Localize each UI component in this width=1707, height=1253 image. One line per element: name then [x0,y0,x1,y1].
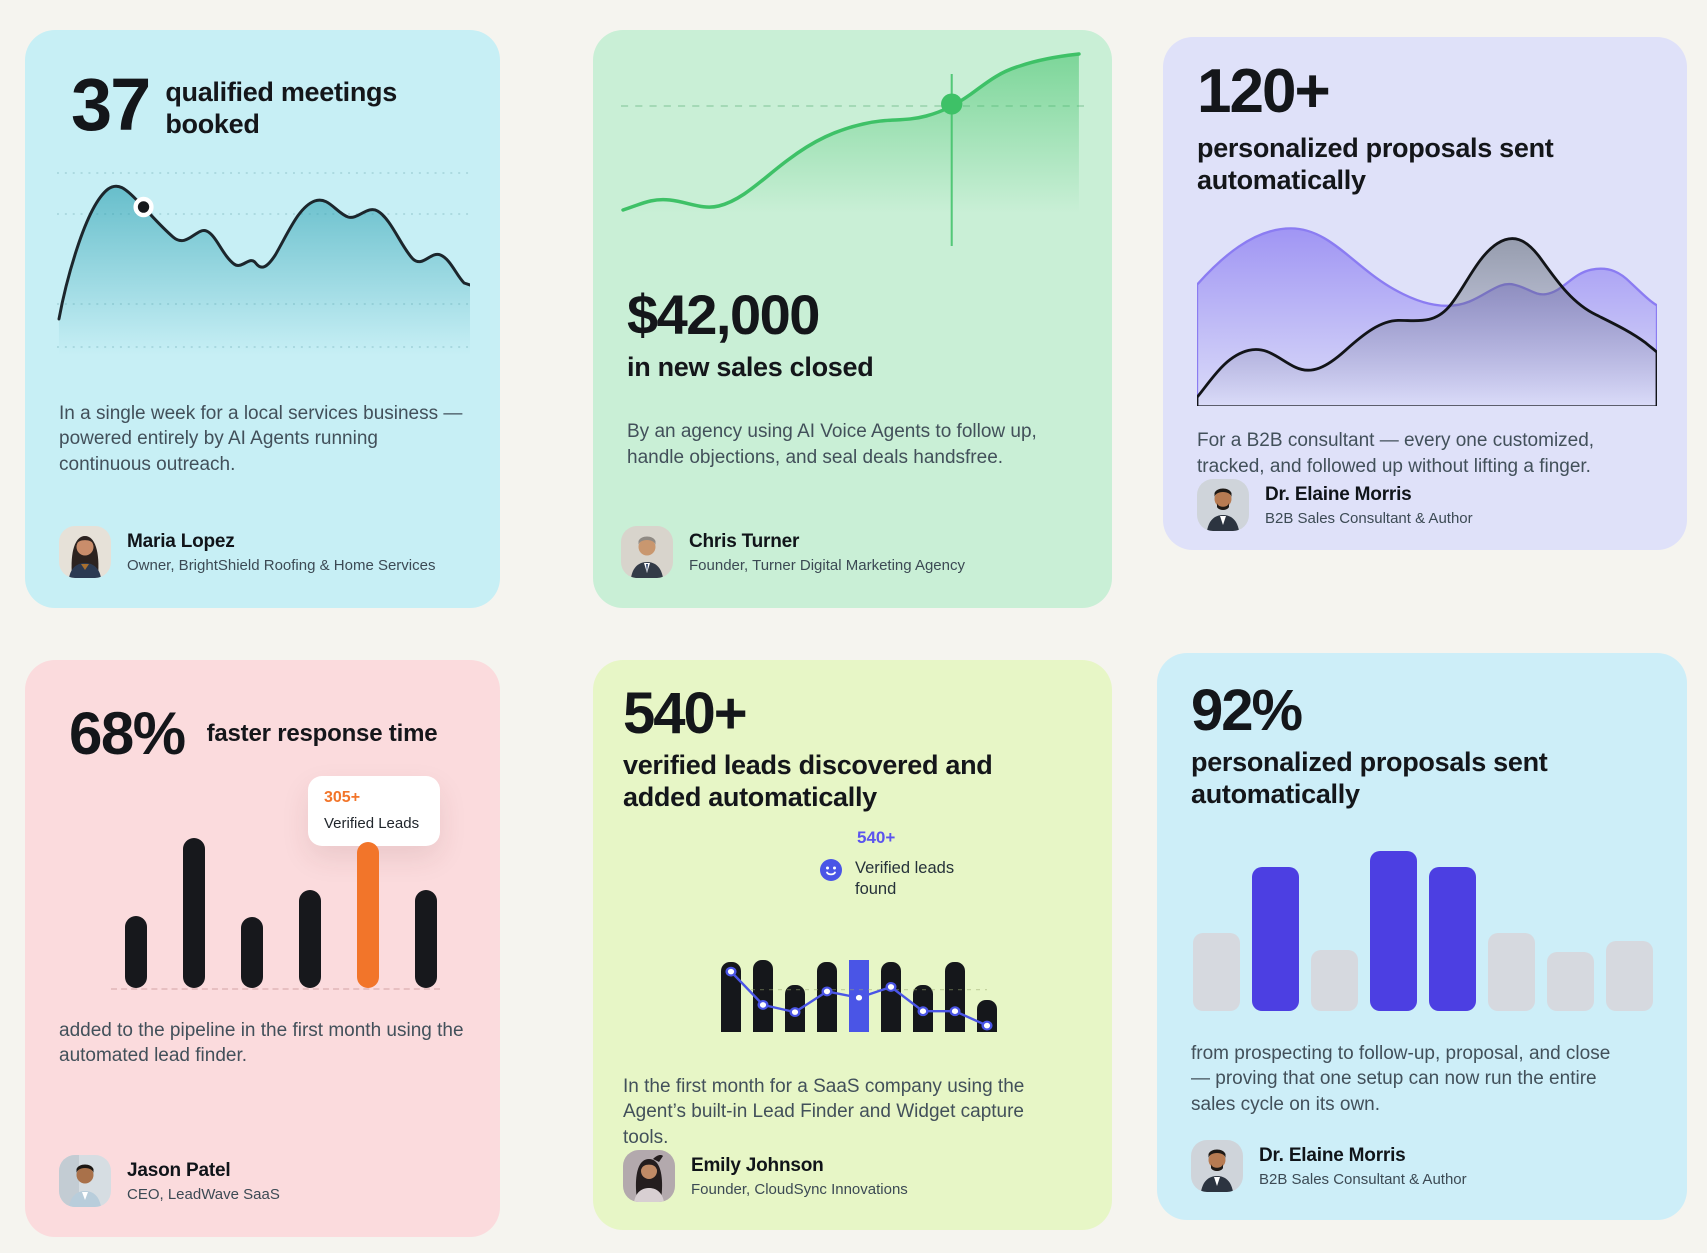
bar [1370,850,1417,1011]
stat-title: personalized proposals sent automaticall… [1191,747,1548,810]
person-row: Chris Turner Founder, Turner Digital Mar… [621,526,1082,578]
person-meta: Dr. Elaine Morris B2B Sales Consultant &… [1265,484,1473,527]
stat-card-proposals-92: 92% personalized proposals sent automati… [1157,653,1687,1220]
trend-line [725,966,993,1031]
stat-value: 120+ [1197,57,1331,126]
stat-value: 540+ [623,681,748,746]
bar-group [1193,850,1653,1011]
bar [1488,932,1535,1011]
marker-dot [133,196,154,218]
person-name: Dr. Elaine Morris [1265,483,1412,505]
card-description: By an agency using AI Voice Agents to fo… [627,421,1037,468]
stat-card-verified-leads: 540+ verified leads discovered and added… [593,660,1112,1230]
bar [1429,866,1476,1011]
bar [817,961,837,1032]
person-row: Dr. Elaine Morris B2B Sales Consultant &… [1191,1140,1653,1192]
person-meta: Dr. Elaine Morris B2B Sales Consultant &… [1259,1145,1467,1188]
stat-card-new-sales: $42,000 in new sales closed By an agency… [593,30,1112,608]
stat-value: $42,000 [627,283,820,346]
bar [125,916,147,988]
person-name: Jason Patel [127,1159,231,1181]
bar [753,959,773,1032]
avatar [1191,1140,1243,1192]
tooltip-value: 305+ [324,789,361,806]
stat-card-faster-response: 68% faster response time 305+ Verified L… [25,660,500,1237]
proposals-mountain-chart [1197,219,1657,407]
meetings-area-chart [57,167,470,355]
bar [721,961,741,1032]
bar [183,838,205,988]
bar [299,890,321,988]
badge-value: 540+ [857,827,896,847]
person-role: Founder, CloudSync Innovations [691,1180,908,1198]
tooltip-verified-leads: 305+ Verified Leads [308,776,440,846]
person-meta: Chris Turner Founder, Turner Digital Mar… [689,531,965,574]
person-row: Dr. Elaine Morris B2B Sales Consultant &… [1197,479,1653,532]
person-name: Emily Johnson [691,1154,824,1176]
tooltip-label: Verified Leads [324,815,420,832]
proposals-bar-chart [1191,839,1653,1011]
chart-baseline [111,988,440,990]
card-description: from prospecting to follow-up, proposal,… [1191,1042,1611,1115]
person-name: Chris Turner [689,530,800,552]
person-meta: Emily Johnson Founder, CloudSync Innovat… [691,1155,908,1198]
person-role: CEO, LeadWave SaaS [127,1185,280,1203]
card-description: In a single week for a local services bu… [59,402,463,475]
stat-title: verified leads discovered and added auto… [623,750,993,813]
bar [1606,940,1653,1011]
person-role: Owner, BrightShield Roofing & Home Servi… [127,556,436,574]
stat-value: 37 [71,63,151,146]
person-role: Founder, Turner Digital Marketing Agency [689,556,965,574]
sales-line-chart [621,48,1084,253]
stat-title: personalized proposals sent automaticall… [1197,132,1554,196]
avatar [623,1150,675,1202]
person-row: Maria Lopez Owner, BrightShield Roofing … [59,526,466,578]
smiley-icon [820,858,842,881]
person-name: Dr. Elaine Morris [1259,1144,1406,1166]
card-description: In the first month for a SaaS company us… [623,1075,1025,1148]
stat-card-qualified-meetings: 37 qualified meetings booked [25,30,500,608]
stat-card-proposals-120: 120+ personalized proposals sent automat… [1163,37,1687,550]
stat-header: 37 qualified meetings booked [71,63,466,146]
bar [881,961,901,1032]
bar [415,890,437,988]
avatar [1197,479,1249,532]
person-name: Maria Lopez [127,530,235,552]
front-wave [1197,236,1657,407]
person-row: Emily Johnson Founder, CloudSync Innovat… [623,1150,1082,1202]
avatar [621,526,673,578]
bar [1311,949,1358,1011]
bar [241,917,263,988]
person-role: B2B Sales Consultant & Author [1259,1170,1467,1188]
person-row: Jason Patel CEO, LeadWave SaaS [59,1155,466,1207]
stat-title: faster response time [206,720,438,747]
bar [1547,951,1594,1011]
person-role: B2B Sales Consultant & Author [1265,509,1473,527]
bar [1252,866,1299,1011]
bar [1193,932,1240,1011]
person-meta: Jason Patel CEO, LeadWave SaaS [127,1160,280,1203]
leads-found-badge: 540+ Verified leads found [819,828,1082,901]
badge-row: Verified leads found [819,858,1082,901]
stat-title: qualified meetings booked [165,77,397,140]
stat-value: 92% [1191,678,1303,743]
avatar [59,1155,111,1207]
stat-title: in new sales closed [627,352,874,382]
bar [357,842,379,988]
card-description: For a B2B consultant — every one customi… [1197,430,1595,477]
leads-bar-line-chart [721,915,997,1032]
avatar [59,526,111,578]
stat-header: 68% faster response time [69,704,466,764]
response-bar-chart: 305+ Verified Leads [59,774,466,992]
bar-group [125,838,437,988]
badge-label: Verified leads found [855,858,955,899]
stat-value: 68% [69,700,186,767]
card-description: added to the pipeline in the first month… [59,1020,464,1067]
marker-dot [941,93,963,115]
person-meta: Maria Lopez Owner, BrightShield Roofing … [127,531,435,574]
